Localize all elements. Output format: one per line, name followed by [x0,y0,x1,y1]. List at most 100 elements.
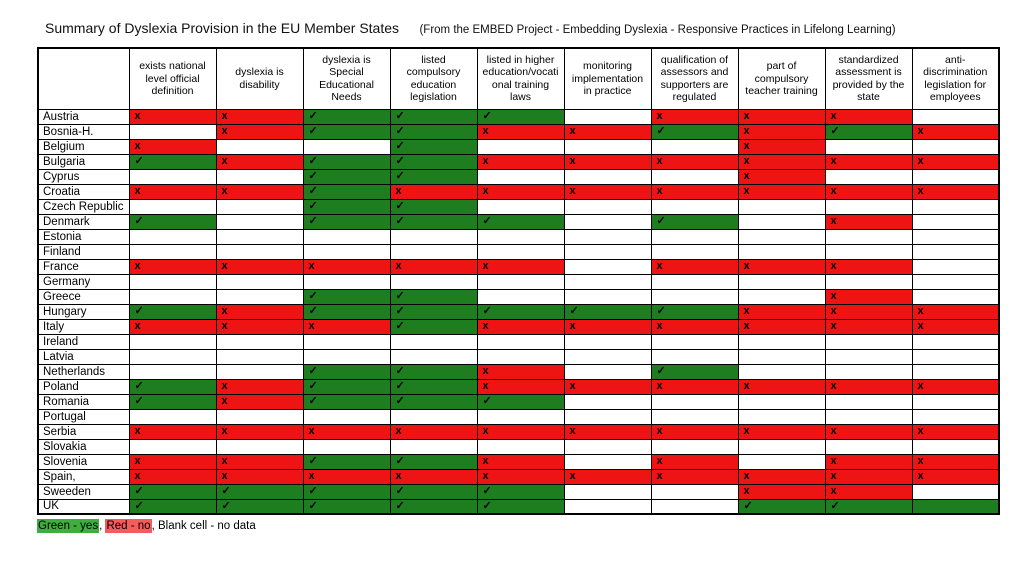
cell-yes: ✓ [302,363,391,380]
cell-no: x [737,378,826,395]
table-row: Slovakia [37,438,1000,455]
cell-blank [215,348,304,365]
country-label: Netherlands [37,363,130,380]
cell-no: x [476,423,565,440]
country-label: Latvia [37,348,130,365]
cell-blank [215,243,304,260]
cell-blank [737,453,826,470]
cell-blank [563,483,652,500]
country-label: Serbia [37,423,130,440]
cell-no: x [911,453,1000,470]
cell-blank [128,348,217,365]
cell-blank [911,333,1000,350]
cell-yes: ✓ [389,168,478,185]
cell-blank [650,228,739,245]
column-header: qualification of assessors and supporter… [650,47,739,110]
cell-no: x [650,153,739,170]
cell-yes: ✓ [128,483,217,500]
cell-blank [824,198,913,215]
cell-no: x [824,378,913,395]
cell-no: x [128,318,217,335]
cell-yes: ✓ [128,393,217,410]
column-header: exists national level official definitio… [128,47,217,110]
cell-blank [737,228,826,245]
cell-yes: ✓ [302,453,391,470]
cell-blank [563,213,652,230]
table-row: Austria x x ✓ ✓ ✓ x x x [37,108,1000,125]
country-label: Belgium [37,138,130,155]
cell-blank [389,408,478,425]
cell-no: x [824,453,913,470]
cell-blank [824,333,913,350]
cell-blank [824,273,913,290]
cell-no: x [737,168,826,185]
cell-blank [476,228,565,245]
column-header: part of compulsory teacher training [737,47,826,110]
cell-no: x [824,183,913,200]
cell-no: x [563,318,652,335]
cell-yes: ✓ [389,393,478,410]
table-header: exists national level official definitio… [37,47,1000,110]
cell-blank [302,408,391,425]
cell-blank [476,438,565,455]
cell-no: x [650,183,739,200]
cell-yes: ✓ [128,498,217,515]
cell-no: x [911,318,1000,335]
cell-blank [737,198,826,215]
cell-yes: ✓ [215,483,304,500]
cell-blank [737,438,826,455]
cell-blank [911,393,1000,410]
cell-blank [737,348,826,365]
cell-yes: ✓ [650,363,739,380]
cell-no: x [737,183,826,200]
cell-blank [650,198,739,215]
cell-no: x [476,378,565,395]
table-row: Latvia [37,348,1000,365]
country-label: Spain, [37,468,130,485]
cell-yes: ✓ [476,498,565,515]
cell-blank [389,243,478,260]
cell-blank [476,348,565,365]
cell-blank [215,408,304,425]
cell-blank [563,288,652,305]
cell-no: x [215,378,304,395]
cell-blank [737,333,826,350]
cell-yes: ✓ [737,498,826,515]
cell-blank [824,438,913,455]
cell-yes: ✓ [302,108,391,125]
country-label: France [37,258,130,275]
cell-blank [911,213,1000,230]
cell-yes: ✓ [476,393,565,410]
cell-blank [476,273,565,290]
cell-blank [563,243,652,260]
cell-blank [737,408,826,425]
cell-blank [563,453,652,470]
cell-yes: ✓ [302,303,391,320]
cell-blank [215,273,304,290]
cell-blank [911,363,1000,380]
cell-blank [389,348,478,365]
cell-blank [563,138,652,155]
column-header: listed in higher education/vocati onal t… [476,47,565,110]
table-row: Bulgaria ✓ x ✓ ✓ x x x x x x [37,153,1000,170]
cell-yes: ✓ [389,498,478,515]
country-label: Estonia [37,228,130,245]
country-label: Hungary [37,303,130,320]
table-row: Croatia x x ✓ x x x x x x x [37,183,1000,200]
legend-rest: , Blank cell - no data [151,520,256,532]
country-label: Bulgaria [37,153,130,170]
cell-blank [911,273,1000,290]
cell-blank [650,483,739,500]
cell-yes: ✓ [389,363,478,380]
cell-yes: ✓ [128,303,217,320]
cell-yes: ✓ [650,123,739,140]
table-row: Hungary ✓ x ✓ ✓ ✓ ✓ ✓ x x x [37,303,1000,320]
cell-blank [911,288,1000,305]
cell-blank [215,198,304,215]
cell-no: x [824,303,913,320]
cell-blank [911,198,1000,215]
cell-blank [650,168,739,185]
cell-no: x [302,423,391,440]
cell-yes: ✓ [476,213,565,230]
cell-blank [215,213,304,230]
